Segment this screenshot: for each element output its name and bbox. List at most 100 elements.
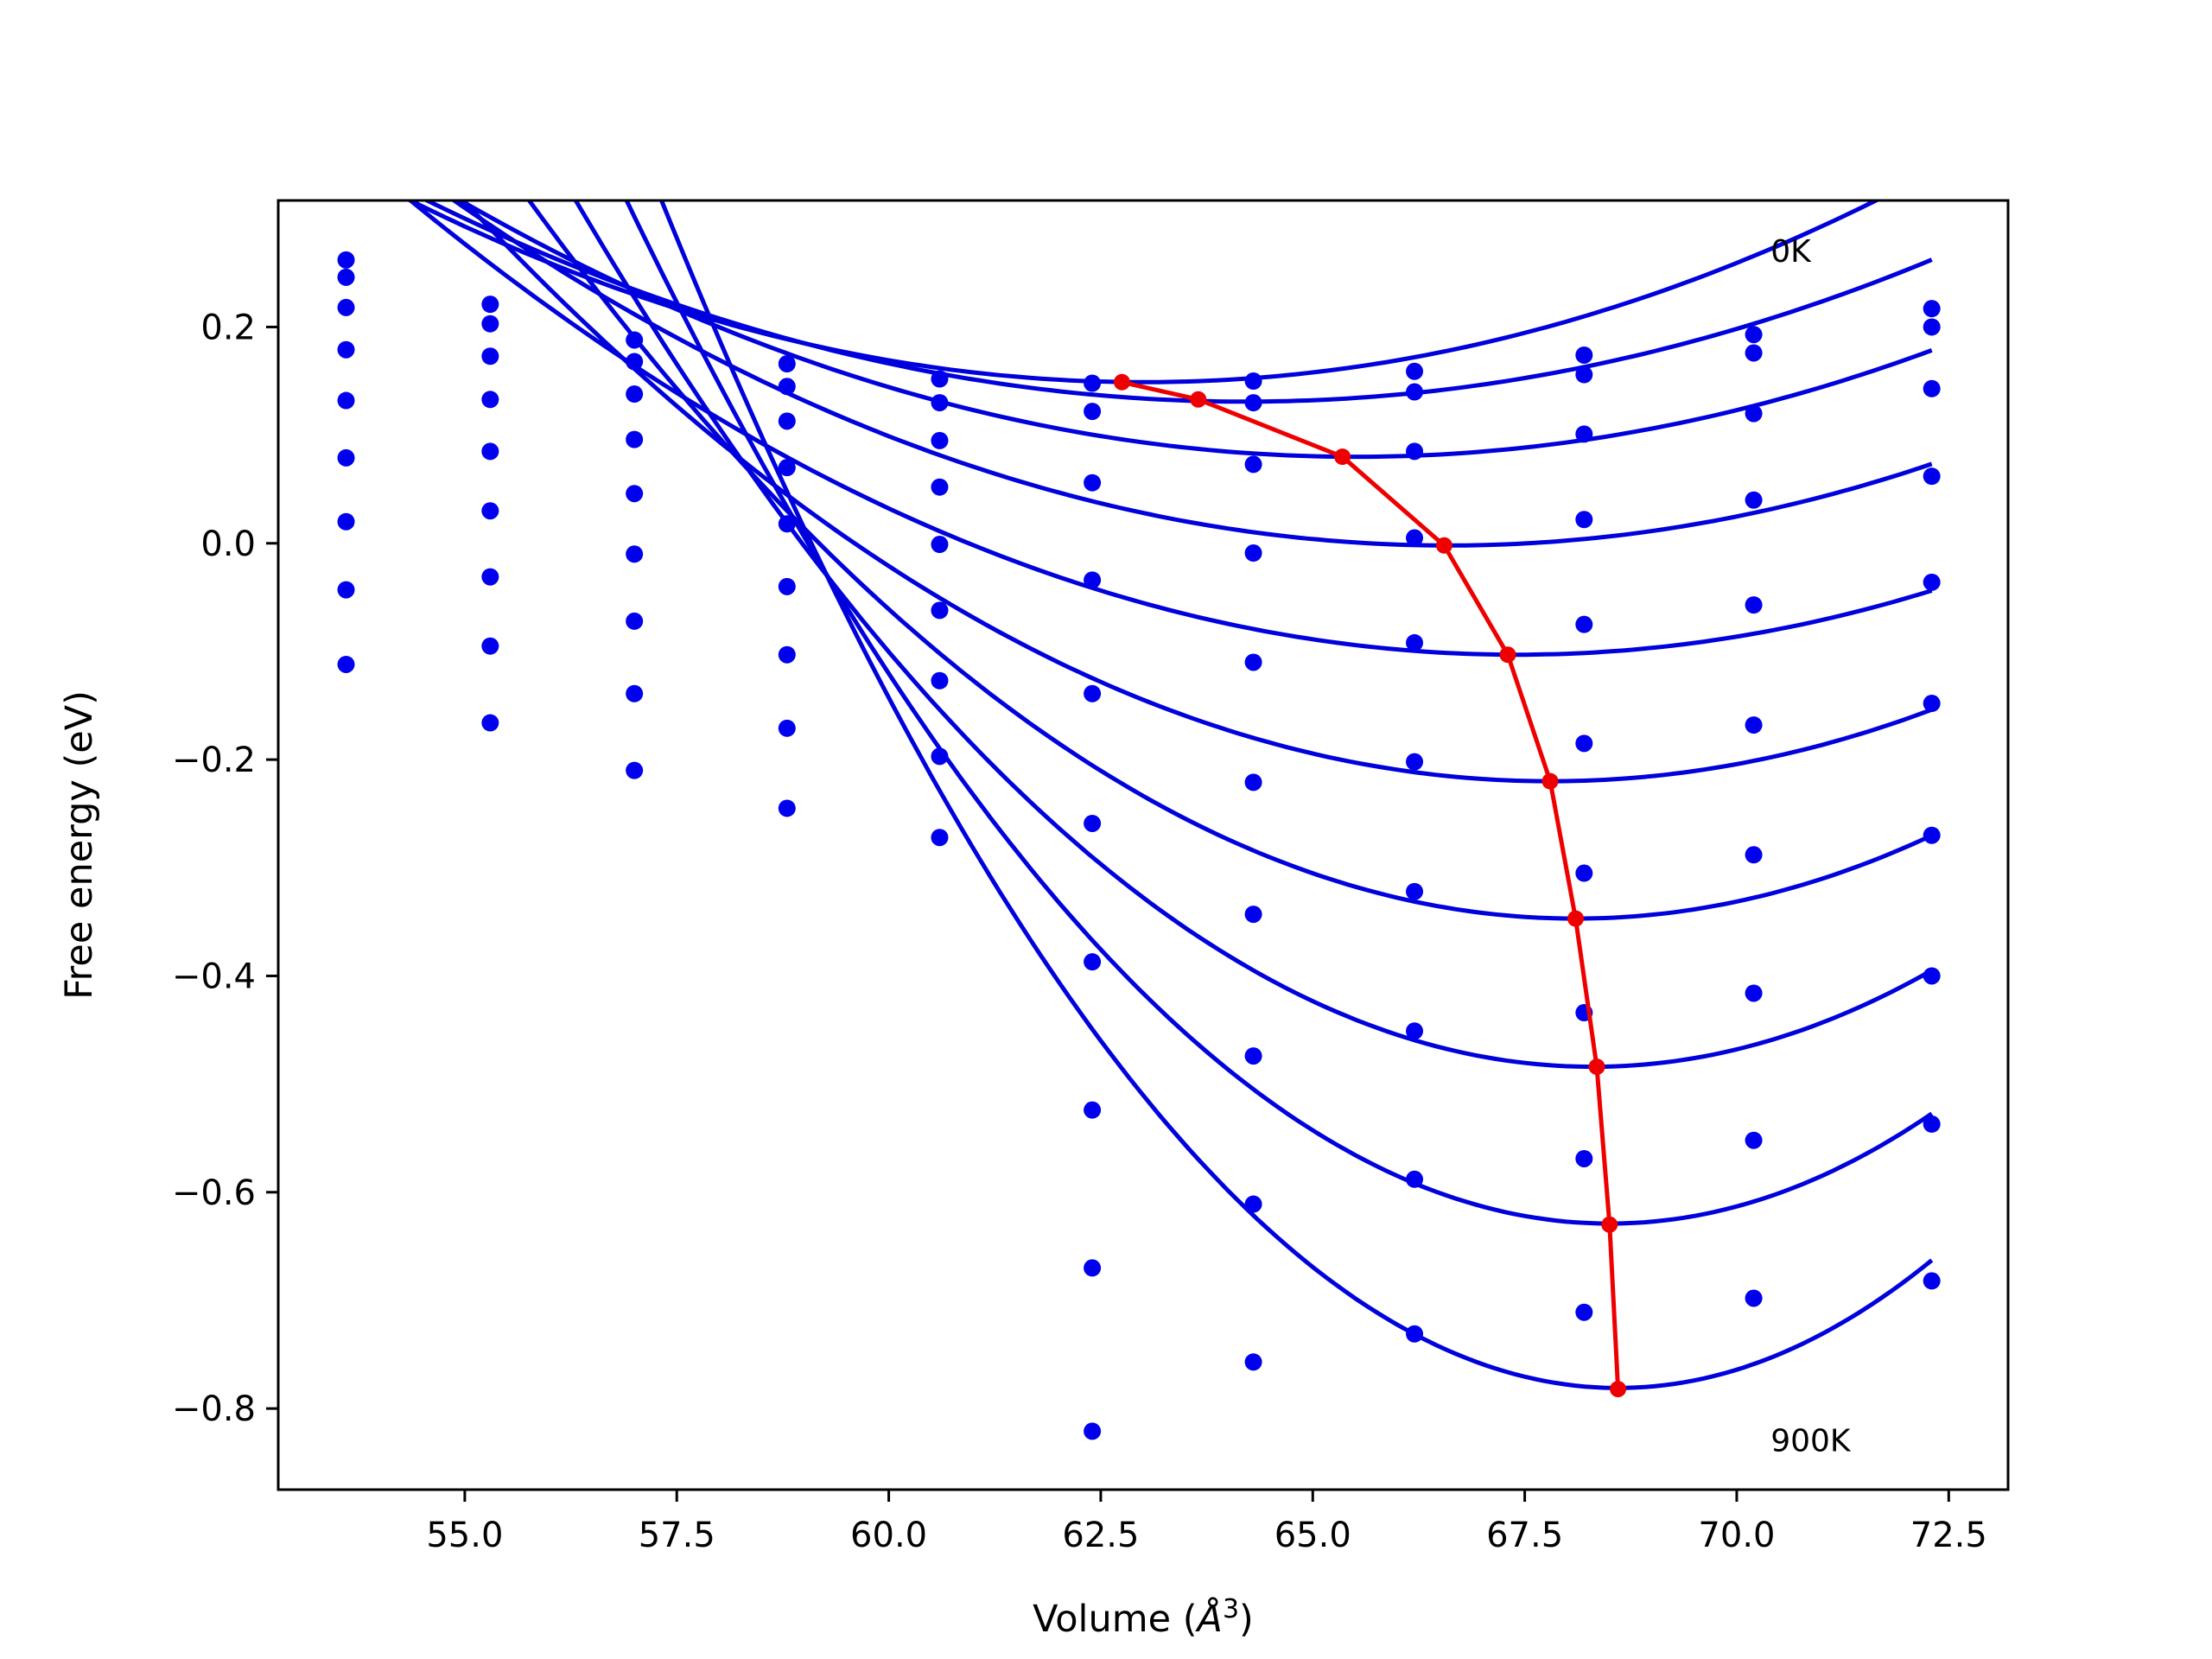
data-point-s2-4: [931, 431, 949, 449]
data-point-s0-10: [1923, 300, 1941, 318]
data-point-s2-6: [1244, 455, 1262, 474]
y-tick-label-1: 0.0: [200, 524, 256, 564]
data-point-s8-6: [1244, 1195, 1262, 1213]
data-point-s3-10: [1923, 467, 1941, 486]
data-point-s5-9: [1745, 716, 1763, 734]
data-point-s2-0: [337, 298, 355, 316]
data-point-s0-4: [931, 370, 949, 388]
minimum-point-1: [1190, 391, 1207, 408]
data-point-s8-1: [481, 714, 499, 732]
data-point-s4-6: [1244, 653, 1262, 671]
data-point-s2-7: [1406, 442, 1424, 461]
data-point-s9-9: [1745, 1289, 1763, 1307]
data-point-s6-8: [1575, 864, 1593, 882]
fit-curve-9: [658, 200, 1934, 1390]
data-point-s5-2: [626, 545, 644, 563]
data-point-s6-6: [1244, 906, 1262, 924]
data-point-s9-7: [1406, 1325, 1424, 1343]
data-point-s2-5: [1084, 474, 1102, 492]
data-point-s1-4: [931, 394, 949, 412]
data-point-s1-2: [626, 353, 644, 371]
data-point-s4-3: [778, 515, 796, 533]
fit-curve-0: [405, 200, 1881, 385]
x-axis-label: Volume (Å3): [1033, 1594, 1254, 1641]
minimum-point-8: [1601, 1216, 1618, 1233]
data-point-s2-10: [1923, 379, 1941, 397]
data-point-s0-2: [626, 331, 644, 349]
data-point-s2-3: [778, 412, 796, 430]
minima-curve: [1121, 379, 1621, 1389]
x-tick-label-2: 60.0: [850, 1516, 927, 1555]
minimum-point-9: [1610, 1381, 1627, 1398]
data-point-s2-2: [626, 385, 644, 404]
data-point-s8-0: [337, 655, 355, 673]
data-point-s3-6: [1244, 544, 1262, 563]
data-point-s8-3: [778, 799, 796, 817]
fit-curve-4: [407, 200, 1933, 658]
data-point-s4-4: [931, 536, 949, 554]
ticks: 55.0 57.5 60.0 62.5 65.0 67.5 70.0 72.5 0.2 0.0 −0…: [172, 308, 1987, 1555]
axes-frame: [276, 199, 2010, 1491]
data-point-s7-6: [1244, 1047, 1262, 1065]
data-point-s3-4: [931, 478, 949, 496]
data-point-s1-8: [1575, 365, 1593, 384]
data-point-s6-1: [481, 568, 499, 586]
data-point-s3-1: [481, 391, 499, 409]
data-point-s1-6: [1244, 394, 1262, 412]
data-point-s1-5: [1084, 403, 1102, 421]
data-point-s3-8: [1575, 511, 1593, 529]
data-point-s1-7: [1406, 383, 1424, 401]
data-point-s5-10: [1923, 695, 1941, 713]
data-point-s7-2: [626, 684, 644, 702]
annotation-1: 900K: [1770, 1424, 1852, 1459]
data-point-s8-9: [1745, 1131, 1763, 1149]
minimum-point-3: [1435, 537, 1452, 554]
data-point-s7-9: [1745, 984, 1763, 1002]
data-point-s0-8: [1575, 346, 1593, 364]
data-point-s6-7: [1406, 882, 1424, 900]
plot-area: [337, 200, 1941, 1440]
data-point-s9-5: [1084, 1422, 1102, 1440]
data-point-s3-3: [778, 459, 796, 477]
data-point-s0-7: [1406, 362, 1424, 380]
data-point-s5-5: [1084, 814, 1102, 832]
data-point-s8-4: [931, 829, 949, 847]
data-point-s6-4: [931, 671, 949, 690]
data-point-s8-10: [1923, 1115, 1941, 1133]
data-point-s0-9: [1745, 326, 1763, 344]
x-tick-label-4: 65.0: [1274, 1516, 1351, 1555]
data-point-s8-8: [1575, 1149, 1593, 1167]
minimum-point-0: [1113, 373, 1130, 391]
x-tick-label-0: 55.0: [426, 1516, 503, 1555]
data-point-s3-9: [1745, 491, 1763, 509]
data-point-s6-2: [626, 612, 644, 630]
minimum-point-2: [1334, 448, 1351, 466]
data-point-s8-2: [626, 761, 644, 779]
data-point-s4-1: [481, 442, 499, 461]
y-tick-label-4: −0.6: [172, 1173, 256, 1213]
annotation-0: 0K: [1770, 234, 1812, 270]
data-point-s1-3: [778, 378, 796, 396]
data-point-s6-0: [337, 512, 355, 531]
data-point-s5-1: [481, 502, 499, 520]
data-point-s4-0: [337, 391, 355, 410]
data-point-s1-9: [1745, 344, 1763, 362]
data-point-s4-8: [1575, 615, 1593, 633]
data-point-s4-5: [1084, 684, 1102, 702]
fit-curve-5: [461, 200, 1933, 784]
data-point-s6-10: [1923, 826, 1941, 844]
y-tick-label-0: 0.2: [200, 308, 256, 347]
fit-curve-8: [624, 200, 1934, 1226]
data-point-s6-5: [1084, 953, 1102, 971]
data-point-s0-5: [1084, 374, 1102, 392]
y-tick-label-5: −0.8: [172, 1389, 256, 1429]
fit-curve-2: [456, 200, 1933, 460]
data-point-s9-10: [1923, 1272, 1941, 1290]
data-point-s5-6: [1244, 773, 1262, 791]
data-point-s3-7: [1406, 529, 1424, 547]
data-point-s0-1: [481, 296, 499, 314]
data-point-s6-3: [778, 645, 796, 664]
x-tick-label-6: 70.0: [1698, 1516, 1775, 1555]
data-point-s4-2: [626, 485, 644, 503]
y-tick-label-2: −0.2: [172, 741, 256, 780]
